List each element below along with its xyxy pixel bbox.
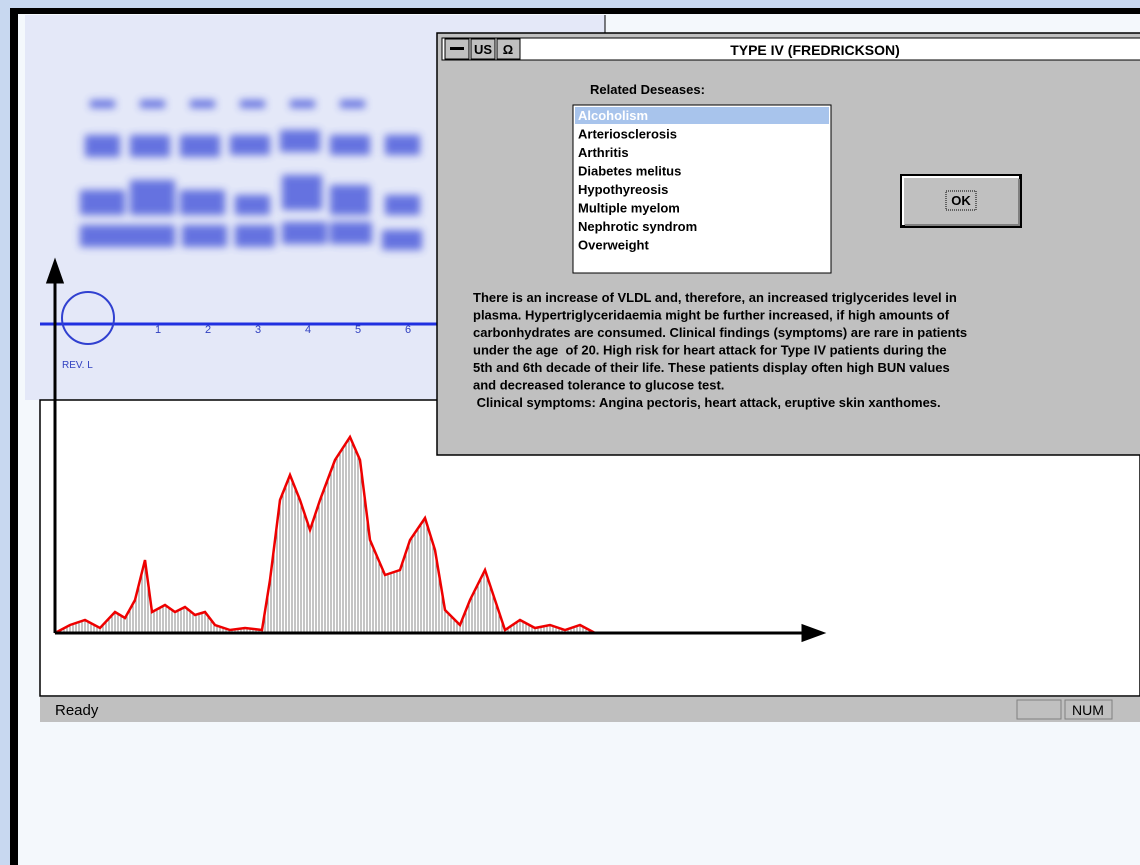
gel-mark: REV. L xyxy=(62,360,93,371)
list-item: Diabetes melitus xyxy=(578,164,681,179)
list-item: Overweight xyxy=(578,238,649,253)
screen: REV. L 1 2 3 4 5 6 Ready NUM US Ω TYPE IV (FR… xyxy=(0,0,1140,865)
page: REV. L 1 2 3 4 5 6 Ready NUM US Ω TYPE IV (FR… xyxy=(0,0,1140,865)
description-line: carbonhydrates are consumed. Clinical fi… xyxy=(473,325,967,340)
list-item: Multiple myelom xyxy=(578,201,680,216)
status-text: Ready xyxy=(55,702,99,719)
list-item: Arteriosclerosis xyxy=(578,127,677,142)
control-label: US xyxy=(474,42,492,57)
lane-label: 3 xyxy=(255,324,261,336)
description-line: 5th and 6th decade of their life. These … xyxy=(473,360,950,375)
description-line: and decreased tolerance to glucose test. xyxy=(473,378,724,393)
dialog: US Ω TYPE IV (FREDRICKSON) Related Desea… xyxy=(437,33,1140,455)
lane-label: 5 xyxy=(355,324,361,336)
description-line: under the age of 20. High risk for heart… xyxy=(473,343,947,358)
ok-label: OK xyxy=(951,193,971,208)
description-line: plasma. Hypertriglyceridaemia might be f… xyxy=(473,308,950,323)
control-label: Ω xyxy=(503,42,513,57)
dialog-title: TYPE IV (FREDRICKSON) xyxy=(730,42,900,58)
list-item: Alcoholism xyxy=(578,108,648,123)
description-line: There is an increase of VLDL and, theref… xyxy=(473,290,957,305)
num-indicator: NUM xyxy=(1072,702,1104,718)
list-item: Hypothyreosis xyxy=(578,182,668,197)
list-item: Arthritis xyxy=(578,145,629,160)
lane-label: 6 xyxy=(405,324,411,336)
list-item: Nephrotic syndrom xyxy=(578,219,697,234)
lane-label: 4 xyxy=(305,324,311,336)
lane-label: 1 xyxy=(155,324,161,336)
status-bar xyxy=(40,697,1140,722)
description-line: Clinical symptoms: Angina pectoris, hear… xyxy=(473,395,941,410)
lane-label: 2 xyxy=(205,324,211,336)
list-label: Related Deseases: xyxy=(590,82,705,97)
